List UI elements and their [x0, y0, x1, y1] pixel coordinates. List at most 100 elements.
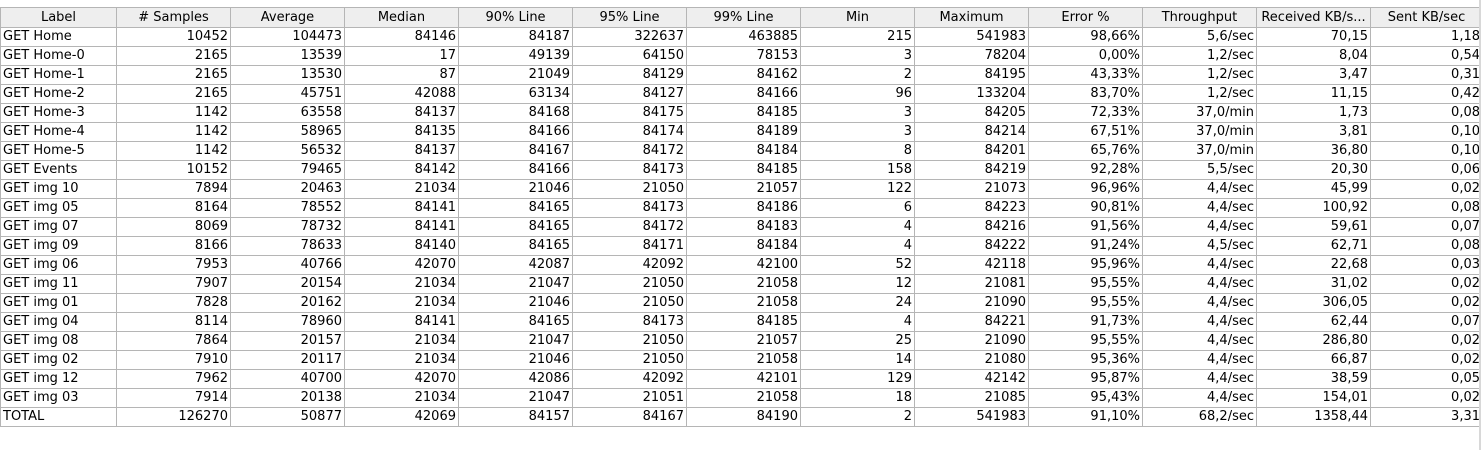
column-header-label[interactable]: Label	[0, 7, 117, 28]
column-header-maximum[interactable]: Maximum	[914, 7, 1029, 28]
cell-maximum: 21073	[914, 179, 1029, 199]
table-row[interactable]: GET img 02 7910 20117 21034 21046 21050 21058 1…	[0, 350, 1481, 370]
cell-average: 78552	[230, 198, 345, 218]
table-row[interactable]: GET img 06 7953 40766 42070 42087 42092 42100 5…	[0, 255, 1481, 275]
cell-line-99: 84185	[686, 103, 801, 123]
cell-label: GET img 09	[0, 236, 117, 256]
cell-sent-kbs: 0,02	[1370, 331, 1481, 351]
column-header-sent-kbs[interactable]: Sent KB/sec	[1370, 7, 1481, 28]
cell-samples: 126270	[116, 407, 231, 427]
cell-maximum: 84221	[914, 312, 1029, 332]
cell-maximum: 84216	[914, 217, 1029, 237]
cell-error-pct: 65,76%	[1028, 141, 1143, 161]
cell-received-kbs: 3,47	[1256, 65, 1371, 85]
cell-label: GET img 10	[0, 179, 117, 199]
cell-throughput: 1,2/sec	[1142, 46, 1257, 66]
column-header-samples[interactable]: # Samples	[116, 7, 231, 28]
cell-median: 42069	[344, 407, 459, 427]
cell-sent-kbs: 0,31	[1370, 65, 1481, 85]
cell-line-95: 84127	[572, 84, 687, 104]
cell-line-99: 84189	[686, 122, 801, 142]
table-row-total[interactable]: TOTAL 126270 50877 42069 84157 84167 84190 2 541…	[0, 407, 1481, 427]
cell-throughput: 4,5/sec	[1142, 236, 1257, 256]
cell-error-pct: 91,24%	[1028, 236, 1143, 256]
cell-label: GET Events	[0, 160, 117, 180]
cell-label: TOTAL	[0, 407, 117, 427]
table-row[interactable]: GET img 07 8069 78732 84141 84165 84172 84183 4…	[0, 217, 1481, 237]
cell-throughput: 4,4/sec	[1142, 198, 1257, 218]
cell-label: GET Home-5	[0, 141, 117, 161]
cell-label: GET Home-4	[0, 122, 117, 142]
cell-line-95: 84167	[572, 407, 687, 427]
column-header-average[interactable]: Average	[230, 7, 345, 28]
table-row[interactable]: GET Home-0 2165 13539 17 49139 64150 78153 3 782…	[0, 46, 1481, 66]
cell-throughput: 4,4/sec	[1142, 217, 1257, 237]
cell-error-pct: 91,73%	[1028, 312, 1143, 332]
cell-sent-kbs: 0,02	[1370, 350, 1481, 370]
cell-min: 4	[800, 217, 915, 237]
cell-error-pct: 95,43%	[1028, 388, 1143, 408]
cell-received-kbs: 59,61	[1256, 217, 1371, 237]
cell-error-pct: 91,10%	[1028, 407, 1143, 427]
cell-throughput: 4,4/sec	[1142, 350, 1257, 370]
cell-throughput: 1,2/sec	[1142, 84, 1257, 104]
table-row[interactable]: GET img 05 8164 78552 84141 84165 84173 84186 6…	[0, 198, 1481, 218]
cell-min: 24	[800, 293, 915, 313]
cell-sent-kbs: 0,42	[1370, 84, 1481, 104]
cell-maximum: 84205	[914, 103, 1029, 123]
table-row[interactable]: GET img 01 7828 20162 21034 21046 21050 21058 2…	[0, 293, 1481, 313]
table-row[interactable]: GET img 04 8114 78960 84141 84165 84173 84185 4…	[0, 312, 1481, 332]
table-row[interactable]: GET Home-1 2165 13530 87 21049 84129 84162 2 841…	[0, 65, 1481, 85]
cell-average: 45751	[230, 84, 345, 104]
table-row[interactable]: GET Home-2 2165 45751 42088 63134 84127 84166 9…	[0, 84, 1481, 104]
cell-sent-kbs: 3,31	[1370, 407, 1481, 427]
cell-samples: 1142	[116, 103, 231, 123]
cell-error-pct: 95,87%	[1028, 369, 1143, 389]
column-header-median[interactable]: Median	[344, 7, 459, 28]
table-row[interactable]: GET img 03 7914 20138 21034 21047 21051 21058 1…	[0, 388, 1481, 408]
cell-median: 84135	[344, 122, 459, 142]
table-row[interactable]: GET img 09 8166 78633 84140 84165 84171 84184 4…	[0, 236, 1481, 256]
table-row[interactable]: GET Home-5 1142 56532 84137 84167 84172 84184 8…	[0, 141, 1481, 161]
column-header-line-90[interactable]: 90% Line	[458, 7, 573, 28]
table-row[interactable]: GET img 10 7894 20463 21034 21046 21050 21057 1…	[0, 179, 1481, 199]
column-header-throughput[interactable]: Throughput	[1142, 7, 1257, 28]
table-row[interactable]: GET Home-4 1142 58965 84135 84166 84174 84189 3…	[0, 122, 1481, 142]
column-header-error-pct[interactable]: Error %	[1028, 7, 1143, 28]
table-row[interactable]: GET Home-3 1142 63558 84137 84168 84175 84185 3…	[0, 103, 1481, 123]
aggregate-report-table: Label # Samples Average Median 90% Line 95% L…	[0, 7, 1481, 427]
cell-median: 84146	[344, 27, 459, 47]
cell-throughput: 4,4/sec	[1142, 274, 1257, 294]
cell-line-90: 21049	[458, 65, 573, 85]
cell-samples: 7914	[116, 388, 231, 408]
cell-label: GET img 03	[0, 388, 117, 408]
table-row[interactable]: GET Home 10452 104473 84146 84187 322637 46388…	[0, 27, 1481, 47]
cell-line-99: 463885	[686, 27, 801, 47]
column-header-line-99[interactable]: 99% Line	[686, 7, 801, 28]
cell-line-99: 78153	[686, 46, 801, 66]
cell-min: 8	[800, 141, 915, 161]
cell-median: 21034	[344, 274, 459, 294]
table-row[interactable]: GET img 12 7962 40700 42070 42086 42092 42101 1…	[0, 369, 1481, 389]
table-row[interactable]: GET img 11 7907 20154 21034 21047 21050 21058 1…	[0, 274, 1481, 294]
cell-line-99: 42101	[686, 369, 801, 389]
column-header-min[interactable]: Min	[800, 7, 915, 28]
cell-min: 2	[800, 407, 915, 427]
column-header-line-95[interactable]: 95% Line	[572, 7, 687, 28]
cell-received-kbs: 154,01	[1256, 388, 1371, 408]
cell-average: 78633	[230, 236, 345, 256]
cell-samples: 8166	[116, 236, 231, 256]
cell-average: 50877	[230, 407, 345, 427]
table-row[interactable]: GET img 08 7864 20157 21034 21047 21050 21057 2…	[0, 331, 1481, 351]
cell-throughput: 5,6/sec	[1142, 27, 1257, 47]
cell-line-90: 84165	[458, 217, 573, 237]
cell-line-99: 84185	[686, 312, 801, 332]
cell-line-95: 42092	[572, 255, 687, 275]
cell-sent-kbs: 0,54	[1370, 46, 1481, 66]
cell-samples: 7907	[116, 274, 231, 294]
column-header-received-kbs[interactable]: Received KB/s...	[1256, 7, 1371, 28]
cell-throughput: 4,4/sec	[1142, 293, 1257, 313]
cell-label: GET img 01	[0, 293, 117, 313]
cell-line-95: 64150	[572, 46, 687, 66]
table-row[interactable]: GET Events 10152 79465 84142 84166 84173 84185…	[0, 160, 1481, 180]
